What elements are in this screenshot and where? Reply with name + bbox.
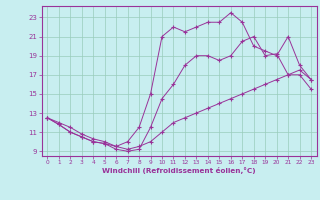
X-axis label: Windchill (Refroidissement éolien,°C): Windchill (Refroidissement éolien,°C) bbox=[102, 167, 256, 174]
